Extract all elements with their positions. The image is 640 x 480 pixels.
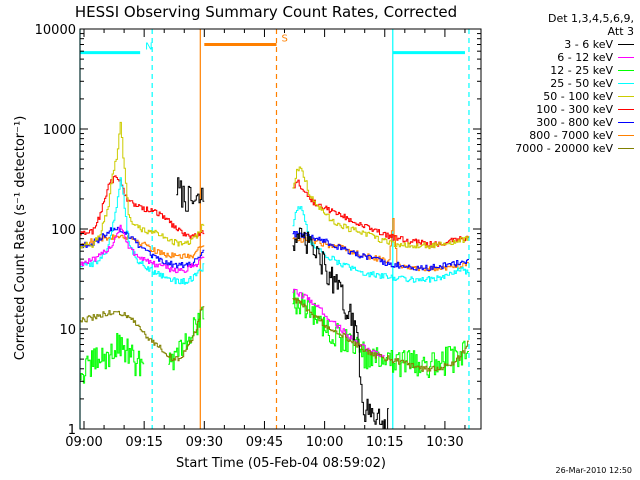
legend-swatch (618, 122, 634, 123)
legend-swatch (618, 44, 634, 45)
legend-label: 6 - 12 keV (557, 51, 613, 64)
y-tick-label: 1 (68, 423, 76, 438)
legend-label: 50 - 100 keV (543, 90, 613, 103)
x-axis-label: Start Time (05-Feb-04 08:59:02) (176, 456, 386, 471)
series-line-3 (168, 306, 205, 371)
datestamp: 26-Mar-2010 12:50 (555, 466, 633, 475)
x-tick-label: 09:30 (186, 435, 223, 450)
axes-layer: 09:00 09:15 09:30 09:45 10:00 10:15 10:30 1 10 10… (35, 23, 481, 450)
legend-item: 800 - 7000 keV (484, 129, 634, 142)
series-line-5 (80, 121, 205, 249)
y-tick-label: 1000 (43, 123, 76, 138)
legend-item: 300 - 800 keV (484, 116, 634, 129)
legend-swatch (618, 96, 634, 97)
legend-label: 25 - 50 keV (550, 77, 613, 90)
y-tick-label: 10 (59, 323, 76, 338)
y-tick-label: 100 (51, 223, 76, 238)
legend-item: 50 - 100 keV (484, 90, 634, 103)
flag-label: N (145, 42, 152, 53)
series-line-7 (292, 231, 469, 271)
legend-item: 12 - 25 keV (484, 64, 634, 77)
series-line-5 (292, 166, 469, 250)
series-line-6 (80, 175, 205, 239)
series-line-7 (80, 226, 205, 269)
chart-title: HESSI Observing Summary Count Rates, Cor… (75, 3, 457, 21)
legend-label: 12 - 25 keV (550, 64, 613, 77)
x-tick-label: 09:45 (246, 435, 283, 450)
legend-label: 100 - 300 keV (536, 103, 613, 116)
y-tick-label: 10000 (35, 23, 76, 38)
series-layer (80, 121, 469, 430)
legend-item: 100 - 300 keV (484, 103, 634, 116)
x-tick-label: 09:00 (65, 435, 102, 450)
series-line-3 (80, 333, 145, 384)
series-line-2 (80, 224, 205, 274)
legend-swatch (618, 70, 634, 71)
series-line-3 (292, 289, 469, 378)
legend-swatch (618, 148, 634, 149)
series-line-9 (292, 297, 469, 372)
legend-swatch (618, 109, 634, 110)
series-line-8 (292, 218, 469, 272)
legend-label: 3 - 6 keV (564, 38, 613, 51)
legend-swatch (618, 57, 634, 58)
flag-label: S (281, 33, 287, 44)
legend-item: 7000 - 20000 keV (484, 142, 634, 155)
legend-label: 7000 - 20000 keV (515, 142, 613, 155)
x-tick-label: 10:30 (426, 435, 463, 450)
legend-item: 3 - 6 keV (484, 38, 634, 51)
x-tick-label: 10:15 (366, 435, 403, 450)
y-axis-label: Corrected Count Rate (s⁻¹ detector⁻¹) (13, 116, 28, 361)
legend-header-line: Det 1,3,4,5,6,9, (547, 12, 634, 25)
legend-label: 300 - 800 keV (536, 116, 613, 129)
series-line-9 (80, 306, 205, 362)
series-line-8 (80, 234, 205, 259)
legend-label: 800 - 7000 keV (529, 129, 613, 142)
x-tick-label: 09:15 (125, 435, 162, 450)
series-line-1 (292, 227, 389, 430)
legend-swatch (618, 135, 634, 136)
series-line-1 (176, 177, 205, 212)
series-line-2 (292, 288, 385, 358)
legend-header-line: Att 3 (607, 25, 634, 38)
legend-item: 25 - 50 keV (484, 77, 634, 90)
chart-legend: Det 1,3,4,5,6,9, Att 3 3 - 6 keV 6 - 12 ke… (484, 12, 634, 155)
series-line-4 (80, 177, 205, 285)
legend-item: 6 - 12 keV (484, 51, 634, 64)
x-tick-label: 10:00 (306, 435, 343, 450)
legend-swatch (618, 83, 634, 84)
